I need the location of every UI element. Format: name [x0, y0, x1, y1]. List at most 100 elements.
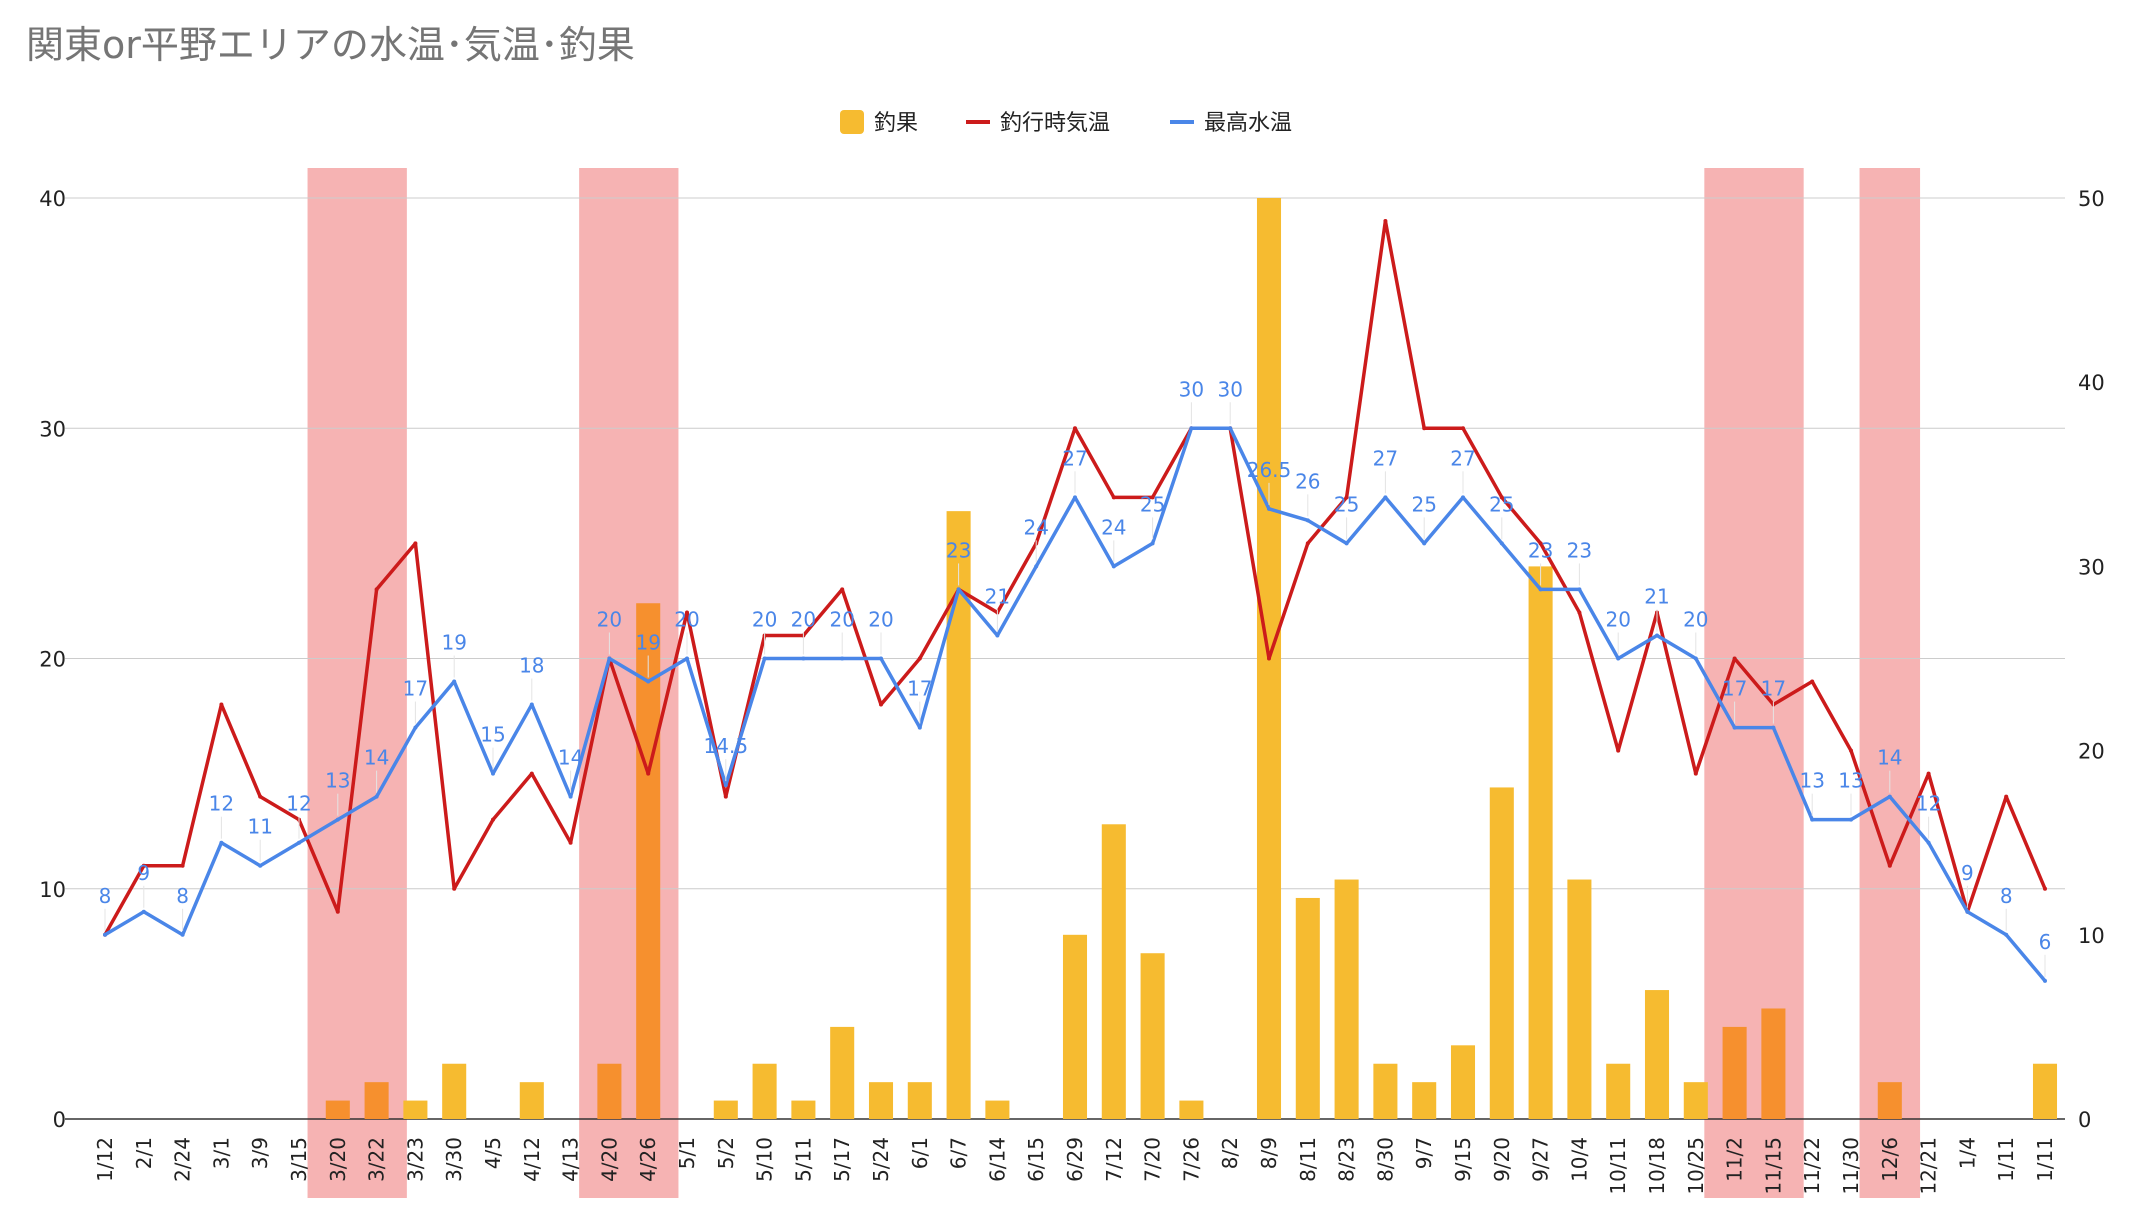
- point-1-27: [1150, 541, 1155, 546]
- highlight-band-3: [1859, 168, 1921, 1198]
- bar-3/20-6: [325, 1100, 350, 1119]
- data-label-27: 25: [1140, 492, 1165, 516]
- point-0-12: [568, 840, 573, 845]
- data-label-41: 20: [1683, 608, 1708, 632]
- point-1-20: [879, 656, 883, 661]
- x-tick-12: 4/13: [559, 1137, 583, 1182]
- x-tick-49: 1/11: [1994, 1137, 2018, 1182]
- point-0-25: [1073, 426, 1077, 431]
- bar-11/2-42: [1722, 1026, 1747, 1119]
- x-tick-17: 5/10: [753, 1137, 777, 1182]
- bar-10/4-38: [1567, 879, 1592, 1119]
- point-1-50: [2043, 978, 2047, 983]
- data-label-24: 24: [1023, 515, 1048, 539]
- point-0-9: [452, 886, 457, 891]
- data-label-49: 8: [2000, 884, 2013, 908]
- point-0-11: [529, 771, 534, 776]
- data-label-23: 21: [985, 584, 1010, 608]
- x-tick-38: 10/4: [1567, 1137, 1591, 1182]
- data-label-36: 25: [1489, 492, 1514, 516]
- x-tick-7: 3/22: [365, 1137, 389, 1182]
- data-label-3: 12: [209, 792, 234, 816]
- data-label-30: 26.5: [1247, 458, 1292, 482]
- x-tick-13: 4/20: [597, 1137, 621, 1182]
- x-tick-44: 11/22: [1800, 1137, 1824, 1195]
- x-tick-22: 6/7: [947, 1137, 971, 1169]
- point-1-43: [1771, 725, 1776, 730]
- point-1-32: [1344, 541, 1349, 546]
- point-0-8: [413, 541, 418, 546]
- data-label-50: 6: [2039, 930, 2052, 954]
- data-label-17: 20: [752, 608, 777, 632]
- bar-7/26-28: [1179, 1100, 1204, 1119]
- point-1-18: [801, 656, 806, 661]
- point-1-48: [1965, 909, 1970, 914]
- bar-6/14-23: [985, 1100, 1010, 1119]
- data-label-18: 20: [791, 608, 816, 632]
- point-1-40: [1655, 633, 1659, 638]
- bar-8/11-31: [1295, 897, 1320, 1119]
- point-0-21: [917, 656, 922, 661]
- x-tick-31: 8/11: [1296, 1137, 1320, 1182]
- data-label-5: 12: [286, 792, 311, 816]
- data-label-10: 15: [480, 723, 505, 747]
- point-1-33: [1383, 495, 1388, 500]
- point-0-36: [1499, 495, 1504, 500]
- bar-9/20-36: [1489, 787, 1514, 1119]
- data-label-0: 8: [99, 884, 112, 908]
- point-0-47: [1926, 771, 1931, 776]
- data-label-21: 17: [907, 677, 932, 701]
- x-tick-4: 3/9: [248, 1137, 272, 1169]
- highlight-band-0: [307, 168, 407, 1198]
- point-1-1: [141, 909, 146, 914]
- point-1-11: [529, 702, 534, 707]
- data-label-48: 9: [1961, 861, 1974, 885]
- point-0-37: [1538, 541, 1543, 546]
- right-axis-tick: 50: [2078, 187, 2105, 211]
- point-1-15: [685, 656, 689, 661]
- data-label-28: 30: [1179, 377, 1204, 401]
- point-0-44: [1810, 679, 1815, 684]
- x-tick-18: 5/11: [791, 1137, 815, 1182]
- point-1-5: [297, 840, 301, 845]
- point-1-37: [1538, 587, 1543, 592]
- data-label-15: 20: [674, 608, 699, 632]
- right-axis-tick: 40: [2078, 371, 2105, 395]
- point-0-4: [258, 794, 263, 799]
- point-0-10: [491, 817, 495, 822]
- x-tick-25: 6/29: [1063, 1137, 1087, 1182]
- data-label-12: 14: [558, 746, 583, 770]
- data-label-19: 20: [829, 608, 854, 632]
- point-1-36: [1499, 541, 1504, 546]
- point-0-42: [1732, 656, 1737, 661]
- data-label-34: 25: [1411, 492, 1436, 516]
- bar-5/17-19: [830, 1026, 855, 1119]
- bar-1/11-50: [2032, 1063, 2058, 1119]
- bar-5/24-20: [868, 1082, 894, 1119]
- x-tick-41: 10/25: [1684, 1137, 1708, 1195]
- point-0-3: [219, 702, 224, 707]
- point-1-24: [1034, 564, 1039, 569]
- bar-8/30-33: [1373, 1063, 1398, 1119]
- point-0-35: [1461, 426, 1465, 431]
- x-tick-29: 8/2: [1218, 1137, 1242, 1169]
- data-label-35: 27: [1450, 446, 1475, 470]
- point-0-31: [1305, 541, 1310, 546]
- data-label-14: 19: [635, 631, 660, 655]
- left-axis-tick: 20: [39, 648, 66, 672]
- x-tick-23: 6/14: [985, 1137, 1009, 1182]
- x-tick-35: 9/15: [1451, 1137, 1475, 1182]
- point-0-2: [180, 863, 185, 868]
- data-label-31: 26: [1295, 469, 1320, 493]
- point-0-30: [1267, 656, 1271, 661]
- bar-5/11-18: [791, 1100, 816, 1119]
- data-label-33: 27: [1373, 446, 1398, 470]
- point-1-21: [917, 725, 922, 730]
- point-1-35: [1461, 495, 1465, 500]
- data-label-46: 14: [1877, 746, 1902, 770]
- x-tick-5: 3/15: [287, 1137, 311, 1182]
- point-1-49: [2004, 932, 2009, 937]
- x-tick-47: 12/21: [1917, 1137, 1941, 1195]
- x-tick-43: 11/15: [1761, 1137, 1785, 1195]
